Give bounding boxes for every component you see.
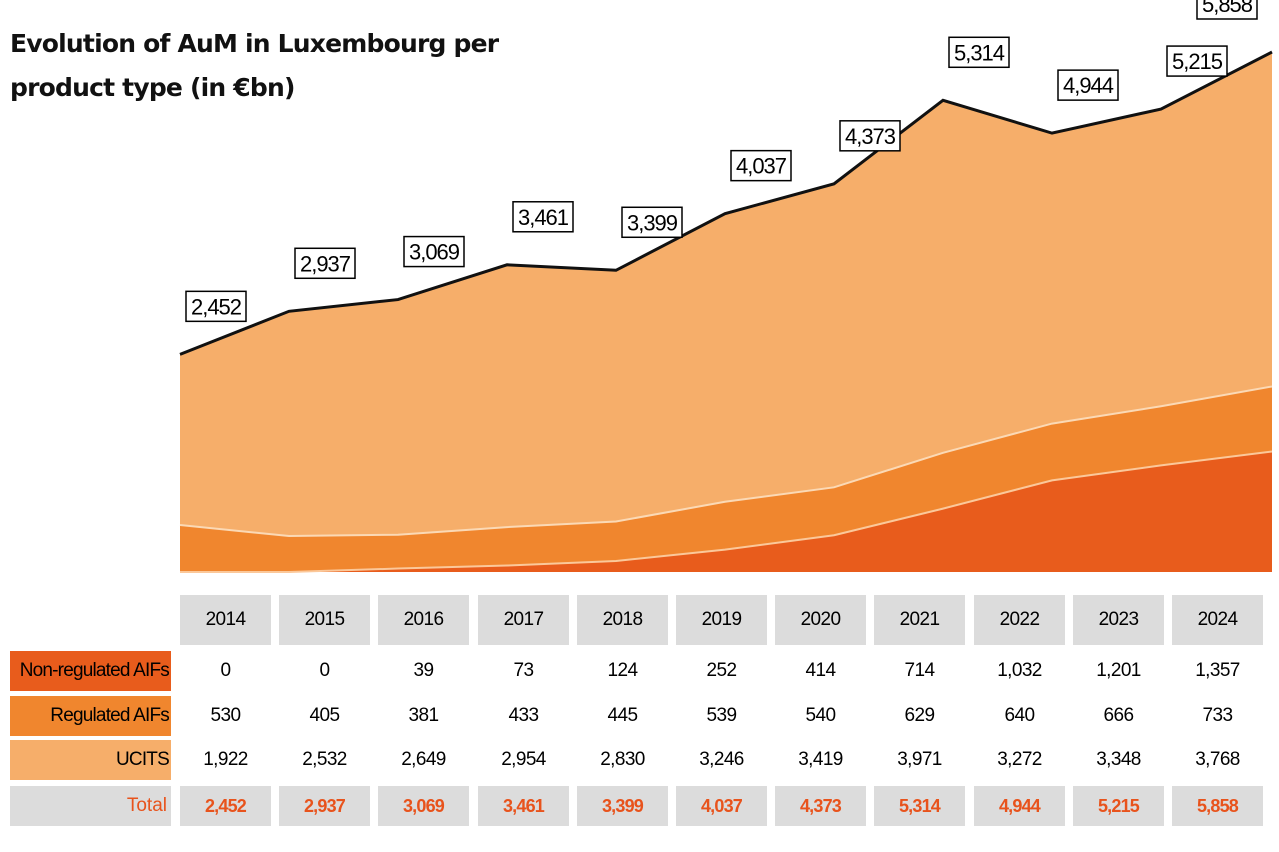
value-regulated-aifs: 445 <box>607 705 639 726</box>
value-non-regulated-aifs: 124 <box>607 660 639 681</box>
value-non-regulated-aifs: 1,032 <box>997 660 1042 681</box>
area-non-regulated-aifs <box>180 451 1272 572</box>
value-ucits: 3,971 <box>897 749 942 770</box>
total-data-label: 3,461 <box>512 201 574 233</box>
year-header-2019: 2019 <box>676 595 767 645</box>
year-header-2018: 2018 <box>577 595 668 645</box>
total-data-label: 3,069 <box>403 235 465 268</box>
value-total: 2,452 <box>180 786 271 826</box>
value-ucits: 1,922 <box>203 749 248 770</box>
value-total: 3,461 <box>478 786 569 826</box>
value-regulated-aifs: 405 <box>309 705 341 726</box>
value-regulated-aifs: 539 <box>706 705 738 726</box>
svg-text:5,314: 5,314 <box>954 40 1005 65</box>
total-data-label: 3,399 <box>621 206 683 239</box>
year-header-2016: 2016 <box>378 595 469 645</box>
value-total: 3,069 <box>378 786 469 826</box>
value-non-regulated-aifs: 39 <box>413 660 435 681</box>
value-total: 5,215 <box>1073 786 1164 826</box>
value-total: 4,037 <box>676 786 767 826</box>
value-regulated-aifs: 540 <box>805 705 837 726</box>
chart-title-line-1: Evolution of AuM in Luxembourg per <box>10 29 499 58</box>
value-ucits: 3,348 <box>1096 749 1141 770</box>
year-header-2017: 2017 <box>478 595 569 645</box>
value-ucits: 2,532 <box>302 749 347 770</box>
value-regulated-aifs: 433 <box>508 705 540 726</box>
value-ucits: 2,954 <box>501 749 546 770</box>
value-non-regulated-aifs: 73 <box>513 660 535 681</box>
value-regulated-aifs: 666 <box>1103 705 1135 726</box>
row-label-ucits: UCITS <box>10 740 171 780</box>
total-line <box>179 50 1273 356</box>
row-label-regulated-aifs: Regulated AIFs <box>10 696 171 736</box>
stacked-area-chart: 2,452 2,937 3,069 3,461 3,399 4,037 4,373 5,314… <box>179 0 1273 573</box>
svg-text:3,069: 3,069 <box>409 240 460 265</box>
value-total: 4,373 <box>775 786 866 826</box>
svg-text:5,215: 5,215 <box>1172 49 1223 74</box>
value-regulated-aifs: 530 <box>210 705 242 726</box>
svg-text:2,452: 2,452 <box>191 294 242 319</box>
value-non-regulated-aifs: 1,357 <box>1195 660 1240 681</box>
value-ucits: 2,830 <box>600 749 645 770</box>
total-data-label: 5,215 <box>1166 45 1228 77</box>
total-data-label: 4,944 <box>1057 69 1119 101</box>
chart-title-line-2: product type (in €bn) <box>10 73 295 102</box>
value-non-regulated-aifs: 414 <box>805 660 837 681</box>
year-header-2021: 2021 <box>874 595 965 645</box>
value-ucits: 2,649 <box>401 749 446 770</box>
year-header-2023: 2023 <box>1073 595 1164 645</box>
value-total: 5,858 <box>1172 786 1263 826</box>
total-data-label: 5,858 <box>1196 0 1258 20</box>
total-data-label: 5,314 <box>948 36 1010 69</box>
svg-text:2,937: 2,937 <box>300 251 351 276</box>
value-non-regulated-aifs: 0 <box>319 660 331 681</box>
svg-text:3,461: 3,461 <box>518 205 569 230</box>
svg-text:4,944: 4,944 <box>1063 73 1114 98</box>
value-non-regulated-aifs: 0 <box>220 660 232 681</box>
value-ucits: 3,246 <box>699 749 744 770</box>
value-regulated-aifs: 381 <box>408 705 440 726</box>
value-non-regulated-aifs: 1,201 <box>1096 660 1141 681</box>
value-regulated-aifs: 629 <box>904 705 936 726</box>
row-label-non-regulated-aifs: Non-regulated AIFs <box>10 651 171 691</box>
area-ucits <box>180 52 1272 537</box>
value-total: 4,944 <box>974 786 1065 826</box>
svg-text:4,373: 4,373 <box>845 124 896 149</box>
total-data-label: 4,373 <box>839 120 901 152</box>
year-header-2015: 2015 <box>279 595 370 645</box>
boundary-line-regulated <box>180 450 1273 573</box>
chart-title: Evolution of AuM in Luxembourg per produ… <box>10 22 530 110</box>
row-label-total: Total <box>10 786 171 826</box>
value-total: 3,399 <box>577 786 668 826</box>
value-total: 2,937 <box>279 786 370 826</box>
value-regulated-aifs: 640 <box>1004 705 1036 726</box>
year-header-2024: 2024 <box>1172 595 1263 645</box>
total-data-label: 2,452 <box>185 290 247 323</box>
year-header-2022: 2022 <box>974 595 1065 645</box>
value-non-regulated-aifs: 714 <box>904 660 936 681</box>
value-regulated-aifs: 733 <box>1202 705 1234 726</box>
value-non-regulated-aifs: 252 <box>706 660 738 681</box>
boundary-line-ucits <box>179 385 1273 538</box>
svg-text:5,858: 5,858 <box>1202 0 1253 17</box>
year-header-2014: 2014 <box>180 595 271 645</box>
value-total: 5,314 <box>874 786 965 826</box>
total-data-label: 2,937 <box>294 247 356 280</box>
total-data-label: 4,037 <box>730 149 792 182</box>
value-ucits: 3,419 <box>798 749 843 770</box>
value-ucits: 3,272 <box>997 749 1042 770</box>
value-ucits: 3,768 <box>1195 749 1240 770</box>
svg-text:3,399: 3,399 <box>627 210 678 235</box>
year-header-2020: 2020 <box>775 595 866 645</box>
svg-text:4,037: 4,037 <box>736 154 787 179</box>
